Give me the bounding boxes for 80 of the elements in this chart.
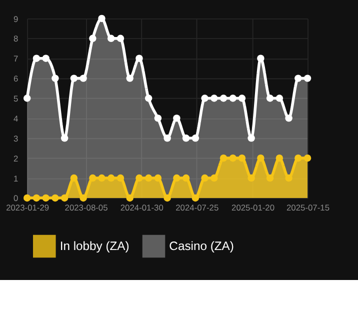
point: [116, 34, 124, 42]
y-tick-label: 7: [14, 54, 19, 64]
point: [285, 114, 292, 122]
point: [89, 34, 96, 42]
point: [60, 194, 68, 202]
point: [70, 74, 78, 82]
point: [98, 174, 106, 182]
y-tick-label: 6: [14, 74, 19, 84]
x-tick-label: 2025-01-20: [232, 202, 275, 213]
y-tick-label: 9: [14, 14, 19, 24]
point: [173, 174, 180, 182]
x-tick-label: 2024-01-30: [120, 202, 164, 213]
point: [304, 154, 312, 162]
y-tick-label: 8: [14, 34, 19, 44]
point: [229, 94, 237, 102]
point: [276, 94, 284, 102]
point: [192, 134, 200, 142]
point: [107, 174, 115, 182]
point: [126, 194, 134, 202]
point: [201, 94, 208, 102]
point: [52, 74, 59, 82]
point: [144, 174, 152, 182]
y-tick-label: 3: [14, 133, 19, 144]
point: [220, 154, 228, 162]
point: [229, 154, 237, 162]
point: [23, 94, 31, 102]
x-tick-label: 2023-08-05: [64, 202, 108, 213]
point: [248, 174, 255, 182]
point: [210, 174, 218, 182]
point: [164, 134, 171, 142]
point: [23, 194, 31, 202]
point: [98, 14, 106, 22]
point: [136, 174, 143, 182]
point: [210, 94, 218, 102]
point: [136, 54, 143, 62]
x-tick-label: 2024-07-25: [176, 202, 219, 213]
point: [257, 154, 264, 162]
y-tick-label: 4: [14, 113, 19, 124]
point: [266, 94, 274, 102]
point: [42, 194, 50, 202]
point: [192, 194, 200, 202]
point: [182, 174, 190, 182]
y-tick-label: 0: [14, 193, 19, 204]
legend-label: In lobby (ZA): [60, 238, 130, 253]
point: [238, 94, 246, 102]
point: [238, 154, 246, 162]
point: [257, 54, 264, 62]
x-tick-label: 2023-01-29: [6, 202, 50, 213]
point: [144, 94, 152, 102]
point: [32, 54, 40, 62]
point: [42, 54, 50, 62]
point: [116, 174, 124, 182]
point: [173, 114, 180, 122]
point: [70, 174, 78, 182]
point: [80, 74, 87, 82]
point: [304, 74, 312, 82]
point: [248, 134, 255, 142]
point: [266, 174, 274, 182]
x-tick-label: 2025-07-15: [286, 202, 330, 213]
point: [220, 94, 228, 102]
point: [294, 74, 302, 82]
point: [201, 174, 208, 182]
point: [294, 154, 302, 162]
point: [164, 194, 171, 202]
point: [126, 74, 134, 82]
point: [154, 174, 162, 182]
point: [276, 154, 284, 162]
point: [60, 134, 68, 142]
point: [80, 194, 87, 202]
point: [89, 174, 96, 182]
point: [52, 194, 59, 202]
legend-label: Casino (ZA): [169, 238, 234, 253]
point: [285, 174, 292, 182]
point: [154, 114, 162, 122]
point: [107, 34, 115, 42]
y-tick-label: 1: [14, 173, 19, 184]
point: [32, 194, 40, 202]
point: [182, 134, 190, 142]
y-tick-label: 5: [14, 94, 19, 104]
y-tick-label: 2: [14, 153, 19, 164]
